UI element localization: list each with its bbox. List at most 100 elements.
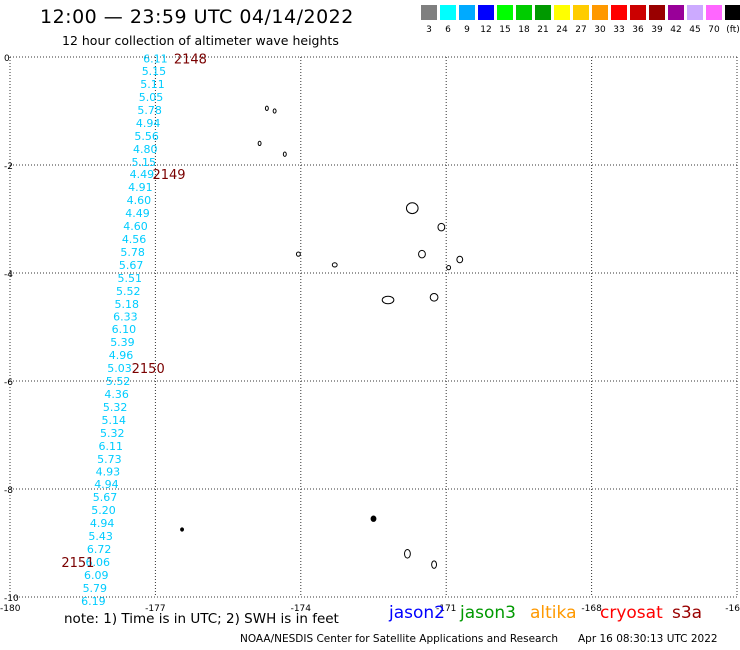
satellite-s3a: s3a (672, 603, 703, 623)
swh-label: 5.52 (116, 285, 141, 298)
satellite-jason2: jason2 (389, 603, 445, 623)
legend-label: 27 (575, 25, 587, 35)
legend-swatch (649, 5, 665, 20)
swh-label: 5.78 (137, 104, 162, 117)
swh-label: 4.49 (130, 168, 155, 181)
island-outline (404, 548, 411, 559)
legend-swatch (573, 5, 589, 20)
swh-label: 4.56 (122, 233, 147, 246)
legend-swatch (516, 5, 532, 20)
swh-label: 5.39 (110, 336, 135, 349)
legend-label: 12 (480, 25, 492, 35)
island-outline (257, 140, 262, 147)
swh-label: 4.36 (104, 388, 129, 401)
y-tick-label: -6 (4, 378, 13, 388)
legend-label: 33 (613, 25, 625, 35)
y-tick-label: -8 (4, 486, 13, 496)
swh-label: 4.94 (90, 517, 115, 530)
x-tick-label: -180 (0, 604, 21, 614)
y-tick-label: -10 (4, 594, 19, 604)
legend-label: 45 (689, 25, 701, 35)
legend-swatch (421, 5, 437, 20)
swh-label: 4.96 (109, 349, 134, 362)
swh-label: 5.15 (142, 65, 167, 78)
x-tick-label: -16 (725, 604, 740, 614)
legend-swatch (535, 5, 551, 20)
time-label: 2149 (152, 168, 185, 183)
island-outline (180, 527, 185, 532)
legend-label: 6 (445, 25, 451, 35)
swh-label: 5.14 (101, 414, 126, 427)
swh-label: 4.94 (94, 478, 119, 491)
swh-label: 5.73 (97, 453, 122, 466)
legend-swatch (440, 5, 456, 20)
legend-swatch (706, 5, 722, 20)
legend-label: 3 (426, 25, 432, 35)
swh-label: 5.18 (115, 298, 140, 311)
swh-label: 5.56 (134, 130, 159, 143)
legend-label: (ft) (726, 25, 740, 35)
swh-label: 5.11 (140, 78, 165, 91)
legend-swatch (554, 5, 570, 20)
island-outline (446, 264, 452, 271)
legend-label: 42 (670, 25, 682, 35)
map-subtitle: 12 hour collection of altimeter wave hei… (62, 33, 339, 48)
legend-label: 9 (464, 25, 470, 35)
time-label: 2151 (61, 556, 94, 571)
legend-label: 24 (556, 25, 568, 35)
swh-label: 4.60 (127, 194, 152, 207)
satellite-jason3: jason3 (460, 603, 516, 623)
map-grid (9, 56, 738, 598)
legend-swatch (497, 5, 513, 20)
time-label: 2150 (132, 362, 165, 377)
swh-label: 6.11 (99, 440, 124, 453)
swh-label: 5.67 (119, 259, 144, 272)
legend-label: 15 (499, 25, 511, 35)
swh-label: 6.11 (143, 53, 168, 66)
island-outline (429, 293, 439, 302)
time-label: 2148 (174, 53, 207, 68)
island-outline (456, 255, 464, 264)
swh-label: 5.15 (132, 156, 157, 169)
island-outline (272, 108, 277, 114)
legend-swatch (725, 5, 740, 20)
swh-label: 6.09 (84, 569, 109, 582)
satellite-cryosat: cryosat (600, 603, 663, 623)
legend-swatch (630, 5, 646, 20)
swh-label: 4.80 (133, 143, 158, 156)
island-outline (370, 515, 377, 522)
map-title: 12:00 — 23:59 UTC 04/14/2022 (40, 6, 354, 28)
island-outline (431, 560, 438, 569)
swh-label: 5.79 (83, 582, 108, 595)
legend-label: 70 (708, 25, 720, 35)
swh-label: 5.78 (120, 246, 145, 259)
generated-timestamp: Apr 16 08:30:13 UTC 2022 (578, 633, 718, 645)
swh-label: 5.52 (106, 375, 131, 388)
satellite-altika: altika (530, 603, 577, 623)
x-tick-label: -177 (145, 604, 165, 614)
y-tick-label: 0 (4, 54, 10, 64)
y-tick-label: -2 (4, 162, 13, 172)
island-outline (381, 295, 395, 305)
swh-label: 4.91 (128, 181, 153, 194)
legend-label: 21 (537, 25, 549, 35)
legend-swatch (687, 5, 703, 20)
swh-label: 5.20 (91, 504, 116, 517)
island-outline (264, 105, 269, 111)
island-outline (418, 249, 426, 259)
legend-swatch (478, 5, 494, 20)
swh-label: 5.51 (117, 272, 142, 285)
swh-label: 5.43 (88, 530, 113, 543)
legend-label: 18 (518, 25, 530, 35)
credit-line: NOAA/NESDIS Center for Satellite Applica… (240, 633, 558, 645)
swh-label: 6.10 (112, 323, 137, 336)
swh-label: 6.33 (113, 311, 138, 324)
swh-label: 6.19 (81, 595, 106, 608)
footnote: note: 1) Time is in UTC; 2) SWH is in fe… (64, 611, 339, 627)
legend-label: 39 (651, 25, 663, 35)
x-tick-label: -168 (581, 604, 602, 614)
swh-label: 6.72 (87, 543, 112, 556)
legend-swatch (592, 5, 608, 20)
island-outline (437, 222, 446, 232)
legend-swatch (459, 5, 475, 20)
